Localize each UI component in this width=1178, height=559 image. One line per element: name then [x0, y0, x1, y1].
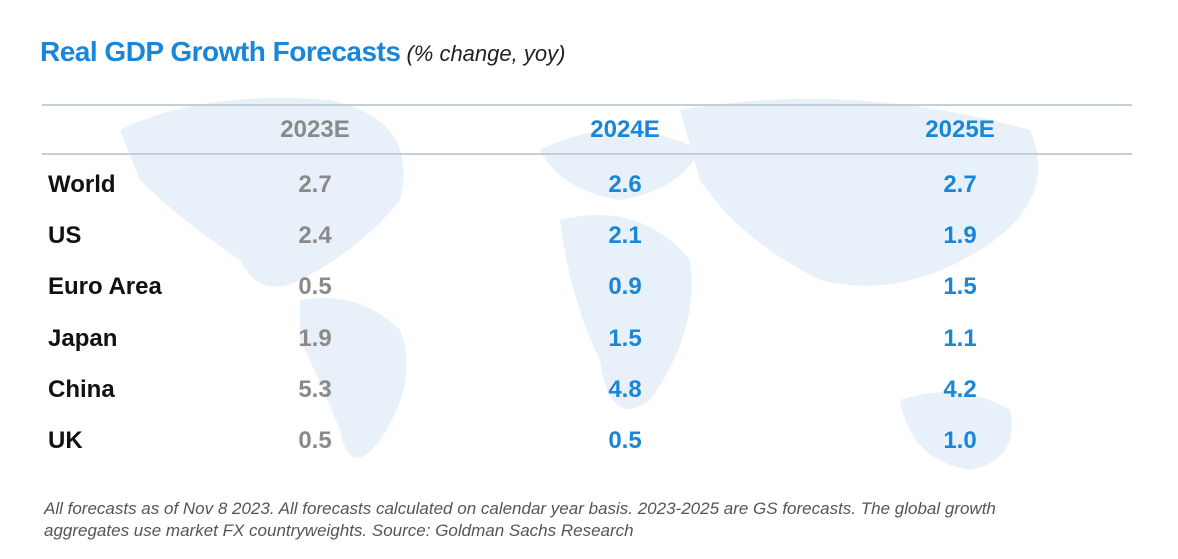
- row-label: Japan: [48, 324, 118, 352]
- value-cell: 0.5: [608, 427, 642, 454]
- value-cell: 0.5: [298, 427, 332, 454]
- title: Real GDP Growth Forecasts (% change, yoy): [40, 36, 565, 68]
- value-cell: 2.4: [298, 222, 332, 250]
- column-header: 2023E: [280, 116, 350, 143]
- column-header: 2024E: [590, 116, 660, 143]
- value-cell: 1.5: [608, 324, 642, 352]
- value-cell: 2.6: [608, 171, 642, 198]
- value-cell: 0.9: [608, 273, 642, 301]
- subtitle: (% change, yoy): [406, 41, 566, 66]
- row-label: UK: [48, 427, 83, 454]
- title-text: Real GDP Growth Forecasts: [40, 36, 401, 67]
- value-cell: 1.9: [943, 222, 977, 250]
- value-cell: 1.0: [943, 427, 977, 454]
- column-header: 2025E: [925, 116, 995, 143]
- rule: [42, 104, 1132, 106]
- value-cell: 0.5: [298, 273, 332, 301]
- row-label: China: [48, 375, 115, 403]
- value-cell: 4.8: [608, 375, 642, 403]
- footnote-line: All forecasts as of Nov 8 2023. All fore…: [44, 499, 996, 518]
- value-cell: 2.7: [943, 171, 977, 198]
- footnote-line: aggregates use market FX countryweights.…: [44, 521, 634, 540]
- value-cell: 1.9: [298, 324, 332, 352]
- rule: [42, 153, 1132, 155]
- value-cell: 2.1: [608, 222, 642, 250]
- value-cell: 4.2: [943, 375, 977, 403]
- row-label: US: [48, 222, 82, 250]
- value-cell: 1.1: [943, 324, 977, 352]
- value-cell: 2.7: [298, 171, 332, 198]
- row-label: Euro Area: [48, 273, 162, 301]
- value-cell: 1.5: [943, 273, 977, 301]
- row-label: World: [48, 171, 116, 198]
- value-cell: 5.3: [298, 375, 332, 403]
